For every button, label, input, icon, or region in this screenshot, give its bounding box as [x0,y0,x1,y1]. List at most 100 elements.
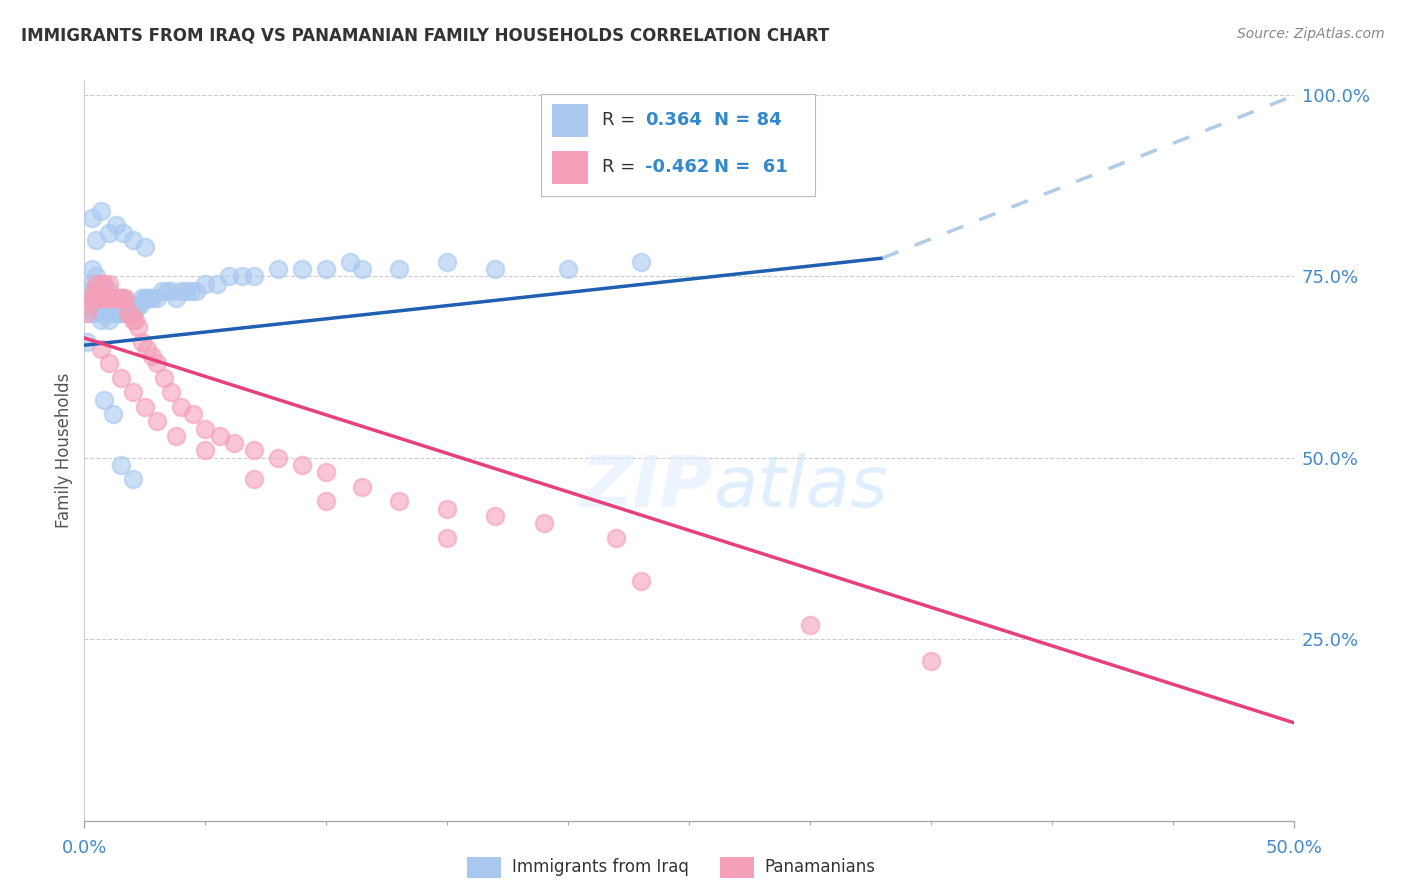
Point [110,291,132,305]
Point [90,342,112,356]
Point [100,291,122,305]
Point [110,305,132,319]
Point [93,291,115,305]
Point [533,516,555,530]
Point [352,480,374,494]
Point [86,284,108,298]
Point [557,262,579,277]
Point [86,291,108,305]
Point [208,429,231,443]
Point [388,262,411,277]
Point [94,305,117,319]
Point [120,305,142,319]
Point [184,284,207,298]
Point [93,392,115,407]
Point [352,262,374,277]
Point [77,284,100,298]
Point [83,291,105,305]
Point [267,262,290,277]
Point [83,305,105,319]
Point [207,277,229,291]
Point [80,291,103,305]
Point [121,473,143,487]
Point [93,291,115,305]
Point [127,298,149,312]
Point [630,574,652,588]
Point [107,305,129,319]
Point [97,313,120,327]
Text: Panamanians: Panamanians [765,858,876,877]
Point [131,334,153,349]
Point [94,291,117,305]
Text: Immigrants from Iraq: Immigrants from Iraq [512,858,689,877]
Bar [720,856,754,879]
Point [315,262,337,277]
Point [97,277,120,291]
Point [146,356,169,370]
Point [146,414,169,428]
Point [86,233,108,247]
Point [141,291,163,305]
Point [231,269,253,284]
Point [315,465,337,479]
Point [127,320,149,334]
Point [315,494,337,508]
Point [90,203,112,218]
Point [90,284,112,298]
Point [117,298,139,312]
Point [97,226,120,240]
Point [165,429,187,443]
Point [136,342,159,356]
Point [436,531,458,545]
Point [131,291,153,305]
Point [112,305,135,319]
Point [117,305,139,319]
Point [605,531,627,545]
Point [107,291,129,305]
Point [141,349,163,363]
Point [83,284,105,298]
Point [97,298,120,312]
Point [121,385,143,400]
Point [120,298,142,312]
Point [242,269,264,284]
Bar [553,104,588,136]
Point [104,219,127,233]
Point [136,291,159,305]
Point [194,422,217,436]
Point [93,277,115,291]
Text: atlas: atlas [713,453,887,522]
Text: R =: R = [602,158,641,176]
Point [86,277,108,291]
Point [112,291,135,305]
Point [218,269,240,284]
Point [134,291,156,305]
Point [87,291,110,305]
Point [436,501,458,516]
Point [87,305,110,319]
Point [103,305,125,319]
Point [80,211,103,226]
Point [124,313,146,327]
Point [194,443,217,458]
Point [86,269,108,284]
Point [80,262,103,277]
Point [181,407,204,421]
Point [138,291,160,305]
Point [114,298,136,312]
Point [90,313,112,327]
Point [77,298,100,312]
Point [110,458,132,472]
Point [100,291,122,305]
Text: R =: R = [602,111,641,128]
Point [155,284,177,298]
Point [103,407,125,421]
Point [436,254,458,268]
Text: ZIP: ZIP [581,453,713,522]
Point [112,226,135,240]
Point [107,291,129,305]
Point [388,494,411,508]
Point [484,508,506,523]
Point [76,334,98,349]
Text: N = 84: N = 84 [714,111,782,128]
